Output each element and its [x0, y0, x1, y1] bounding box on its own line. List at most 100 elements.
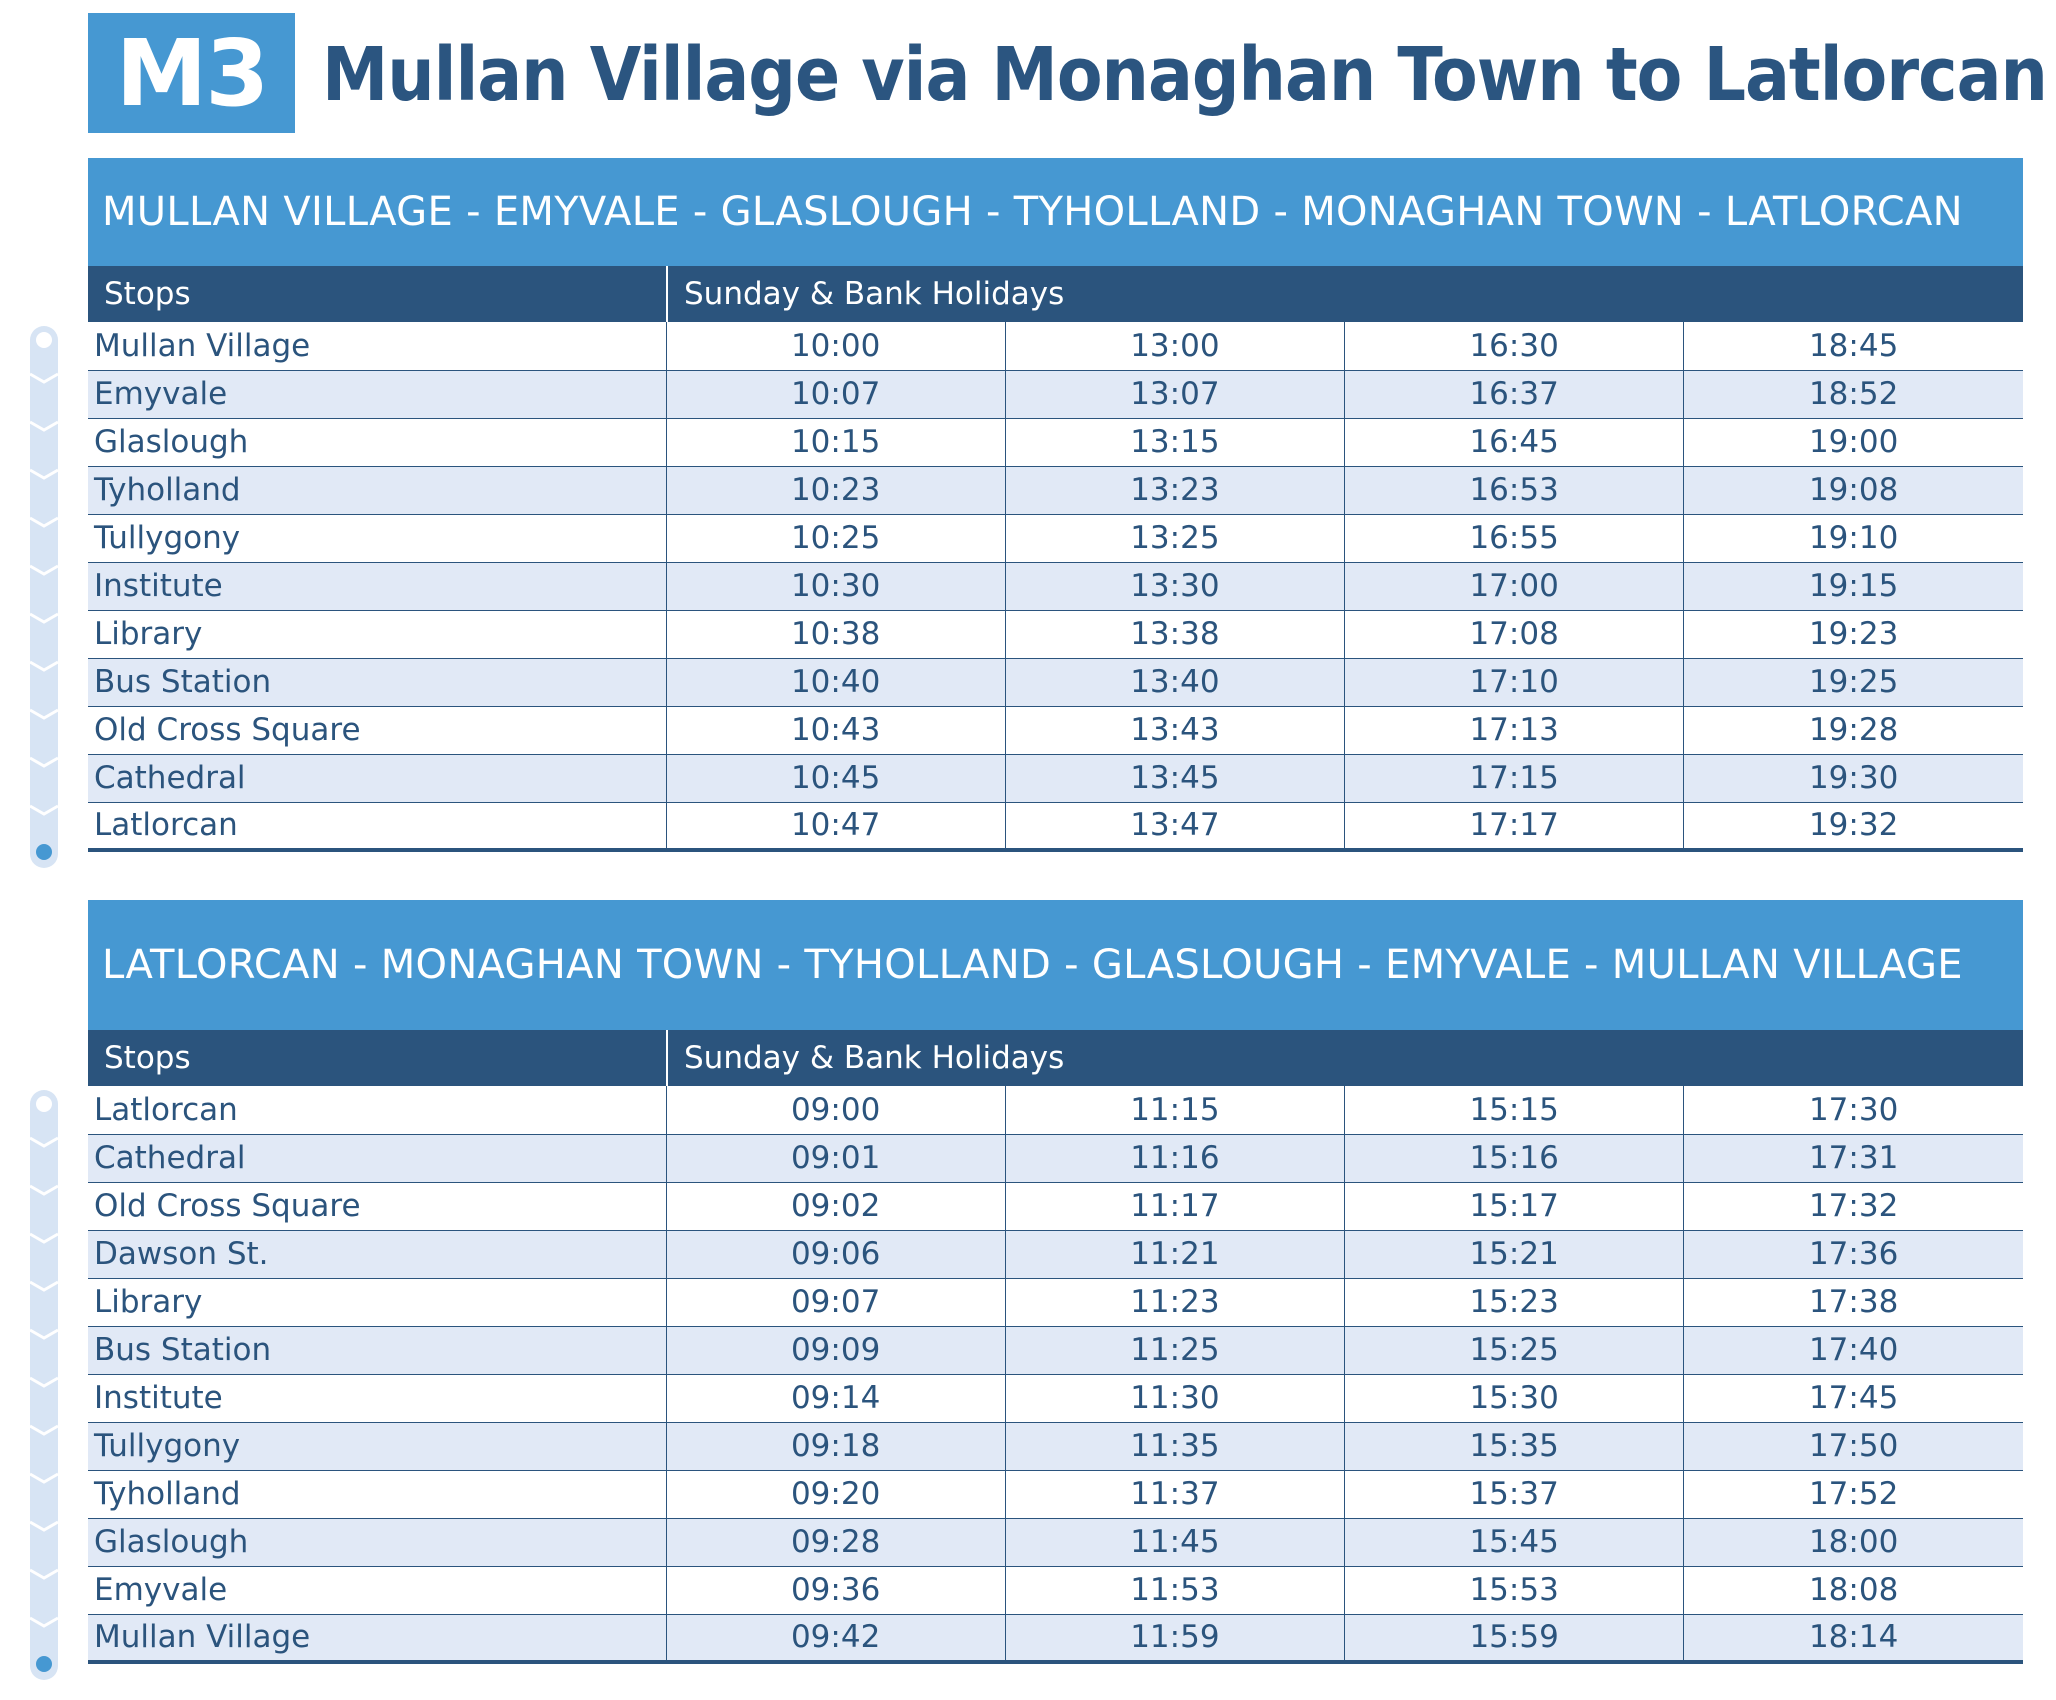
departure-time: 11:23	[1004, 1278, 1345, 1327]
departure-time: 10:25	[665, 514, 1006, 563]
table-row: Tullygony 09:18 11:35 15:35 17:50	[88, 1422, 2023, 1471]
departure-time: 17:32	[1683, 1182, 2023, 1231]
departure-time: 15:53	[1343, 1566, 1684, 1615]
departure-time: 19:25	[1683, 658, 2023, 707]
stop-name: Glaslough	[88, 418, 666, 467]
table-row: Tyholland 09:20 11:37 15:37 17:52	[88, 1470, 2023, 1519]
departure-time: 13:38	[1004, 610, 1345, 659]
departure-time: 09:42	[665, 1614, 1006, 1663]
departure-time: 10:38	[665, 610, 1006, 659]
departure-time: 19:10	[1683, 514, 2023, 563]
stop-name: Glaslough	[88, 1518, 666, 1567]
departure-time: 17:08	[1343, 610, 1684, 659]
departure-time: 13:43	[1004, 706, 1345, 755]
departure-time: 17:10	[1343, 658, 1684, 707]
stops-column-header: Stops	[104, 1040, 191, 1076]
departure-time: 16:53	[1343, 466, 1684, 515]
departure-time: 17:45	[1683, 1374, 2023, 1423]
departure-time: 18:45	[1683, 322, 2023, 371]
route-number-badge: M3	[88, 13, 295, 133]
departure-time: 15:17	[1343, 1182, 1684, 1231]
table-row: Old Cross Square 10:43 13:43 17:13 19:28	[88, 706, 2023, 755]
departure-time: 09:28	[665, 1518, 1006, 1567]
table-row: Glaslough 09:28 11:45 15:45 18:00	[88, 1518, 2023, 1567]
stop-name: Old Cross Square	[88, 706, 666, 755]
departure-time: 13:07	[1004, 370, 1345, 419]
return-timetable: LATLORCAN - MONAGHAN TOWN - TYHOLLAND - …	[88, 900, 2023, 1664]
departure-time: 17:38	[1683, 1278, 2023, 1327]
departure-time: 17:31	[1683, 1134, 2023, 1183]
stop-name: Tyholland	[88, 1470, 666, 1519]
departure-time: 13:30	[1004, 562, 1345, 611]
departure-time: 16:30	[1343, 322, 1684, 371]
departure-time: 09:06	[665, 1230, 1006, 1279]
table-row: Mullan Village 09:42 11:59 15:59 18:14	[88, 1614, 2023, 1663]
departure-time: 10:23	[665, 466, 1006, 515]
table-row: Glaslough 10:15 13:15 16:45 19:00	[88, 418, 2023, 467]
departure-time: 11:15	[1004, 1086, 1345, 1135]
table-row: Mullan Village 10:00 13:00 16:30 18:45	[88, 322, 2023, 371]
departure-time: 15:23	[1343, 1278, 1684, 1327]
table-row: Old Cross Square 09:02 11:17 15:17 17:32	[88, 1182, 2023, 1231]
departure-time: 17:17	[1343, 802, 1684, 851]
table-row: Library 09:07 11:23 15:23 17:38	[88, 1278, 2023, 1327]
departure-time: 09:20	[665, 1470, 1006, 1519]
departure-time: 13:47	[1004, 802, 1345, 851]
stop-name: Mullan Village	[88, 322, 666, 371]
departure-time: 17:50	[1683, 1422, 2023, 1471]
stop-name: Bus Station	[88, 1326, 666, 1375]
departure-time: 15:21	[1343, 1230, 1684, 1279]
departure-time: 17:30	[1683, 1086, 2023, 1135]
departure-time: 10:45	[665, 754, 1006, 803]
stop-name: Tyholland	[88, 466, 666, 515]
route-line-icon	[26, 326, 62, 868]
departure-time: 18:52	[1683, 370, 2023, 419]
departure-time: 11:37	[1004, 1470, 1345, 1519]
departure-time: 10:43	[665, 706, 1006, 755]
stop-name: Cathedral	[88, 754, 666, 803]
stop-name: Tullygony	[88, 1422, 666, 1471]
departure-time: 09:00	[665, 1086, 1006, 1135]
departure-time: 15:16	[1343, 1134, 1684, 1183]
stop-name: Cathedral	[88, 1134, 666, 1183]
departure-time: 10:15	[665, 418, 1006, 467]
stop-name: Latlorcan	[88, 1086, 666, 1135]
stop-name: Library	[88, 610, 666, 659]
page-title: Mullan Village via Monaghan Town to Latl…	[322, 32, 2048, 118]
departure-time: 19:08	[1683, 466, 2023, 515]
departure-time: 10:07	[665, 370, 1006, 419]
departure-time: 09:01	[665, 1134, 1006, 1183]
days-column-header: Sunday & Bank Holidays	[666, 266, 1064, 322]
departure-time: 15:15	[1343, 1086, 1684, 1135]
departure-time: 11:35	[1004, 1422, 1345, 1471]
departure-time: 17:52	[1683, 1470, 2023, 1519]
departure-time: 19:32	[1683, 802, 2023, 851]
departure-time: 11:45	[1004, 1518, 1345, 1567]
departure-time: 16:37	[1343, 370, 1684, 419]
direction-title: MULLAN VILLAGE - EMYVALE - GLASLOUGH - T…	[88, 158, 2023, 266]
timetable-grid: Mullan Village 10:00 13:00 16:30 18:45 Emyval…	[88, 322, 2023, 852]
stop-name: Institute	[88, 1374, 666, 1423]
departure-time: 19:00	[1683, 418, 2023, 467]
departure-time: 13:40	[1004, 658, 1345, 707]
table-row: Institute 09:14 11:30 15:30 17:45	[88, 1374, 2023, 1423]
table-row: Library 10:38 13:38 17:08 19:23	[88, 610, 2023, 659]
departure-time: 19:15	[1683, 562, 2023, 611]
departure-time: 10:30	[665, 562, 1006, 611]
table-row: Cathedral 09:01 11:16 15:16 17:31	[88, 1134, 2023, 1183]
stop-name: Mullan Village	[88, 1614, 666, 1663]
departure-time: 10:00	[665, 322, 1006, 371]
stop-name: Latlorcan	[88, 802, 666, 851]
departure-time: 15:45	[1343, 1518, 1684, 1567]
table-row: Bus Station 09:09 11:25 15:25 17:40	[88, 1326, 2023, 1375]
departure-time: 17:40	[1683, 1326, 2023, 1375]
departure-time: 09:36	[665, 1566, 1006, 1615]
departure-time: 19:28	[1683, 706, 2023, 755]
departure-time: 15:37	[1343, 1470, 1684, 1519]
departure-time: 11:53	[1004, 1566, 1345, 1615]
departure-time: 13:15	[1004, 418, 1345, 467]
stop-name: Old Cross Square	[88, 1182, 666, 1231]
departure-time: 13:00	[1004, 322, 1345, 371]
departure-time: 13:23	[1004, 466, 1345, 515]
departure-time: 13:45	[1004, 754, 1345, 803]
